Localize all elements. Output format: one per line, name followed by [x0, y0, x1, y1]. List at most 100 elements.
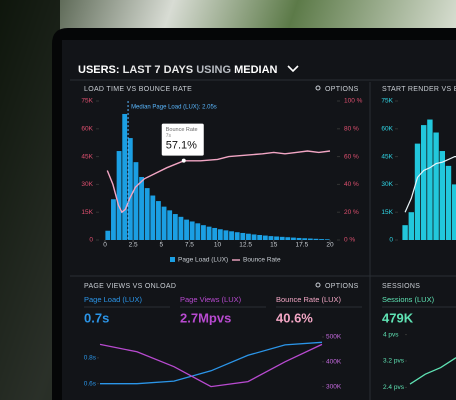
title-part: LAST 7 DAYS: [123, 64, 194, 76]
title-part: MEDIAN: [234, 64, 277, 76]
metric-value: 2.7Mpvs: [180, 310, 231, 325]
title-part: USING: [196, 64, 231, 76]
options-icon[interactable]: [315, 282, 321, 288]
dropdown-chevron[interactable]: [287, 65, 299, 73]
y-tick-label: 0.6s: [84, 380, 97, 387]
metric-label: Sessions (LUX): [382, 295, 435, 304]
metric-value: 40.6%: [276, 310, 313, 325]
bar: [408, 212, 414, 240]
x-tick-label: 20: [326, 242, 334, 249]
panel-title: START RENDER VS BO: [382, 86, 456, 93]
histogram-bar: [229, 231, 234, 240]
histogram-bar: [105, 230, 111, 240]
tooltip-x: 7s: [166, 133, 172, 139]
y-tick-label: 0: [89, 237, 93, 244]
y-tick-label: 75K: [81, 98, 93, 105]
y2-tick-label: 0 %: [344, 237, 355, 244]
histogram-bar: [189, 221, 195, 240]
histogram-bar: [161, 206, 167, 240]
histogram-bar: [201, 225, 206, 240]
y2-tick-label: 400K: [326, 358, 342, 365]
x-tick-label: 10: [214, 242, 222, 249]
metric-label: Page Load (LUX): [84, 295, 142, 304]
y-tick-label: 30K: [381, 181, 393, 188]
bar: [452, 184, 456, 240]
histogram-bar: [240, 232, 246, 240]
metric-label: Page Views (LUX): [180, 295, 242, 304]
histogram-bar: [178, 216, 184, 240]
x-tick-label: 15: [270, 242, 278, 249]
median-label: Median Page Load (LUX): 2.05s: [131, 105, 217, 111]
x-tick-label: 5: [159, 242, 163, 249]
y-tick-label: 75K: [381, 98, 393, 105]
y-tick-label: 15K: [381, 209, 393, 216]
metric-label: Bounce Rate (LUX): [276, 295, 342, 304]
bar: [445, 165, 452, 240]
histogram-bar: [324, 239, 330, 240]
y-tick-label: 4 pvs: [383, 331, 399, 338]
options-label[interactable]: OPTIONS: [325, 86, 359, 93]
options-icon[interactable]: [315, 85, 321, 91]
y-tick-label: 0.8s: [84, 355, 97, 362]
x-tick-label: 7.5: [185, 242, 194, 249]
histogram-bar: [195, 223, 201, 240]
y2-tick-label: 500K: [326, 334, 342, 341]
background-shadow: [0, 0, 60, 400]
histogram-bar: [251, 234, 257, 240]
bar: [402, 225, 408, 240]
histogram-bar: [127, 138, 133, 240]
histogram-bar: [307, 238, 313, 240]
histogram-bar: [167, 210, 173, 240]
histogram-bar: [150, 195, 156, 240]
histogram-bar: [133, 162, 139, 240]
legend-label: Bounce Rate: [243, 257, 281, 264]
histogram-bar: [262, 235, 268, 240]
histogram-bar: [212, 227, 218, 240]
histogram-bar: [111, 199, 116, 240]
tooltip: [161, 123, 204, 156]
histogram-bar: [139, 176, 144, 240]
panel-title: SESSIONS: [382, 283, 420, 290]
y-tick-label: 0: [389, 237, 393, 244]
histogram-bar: [184, 219, 189, 240]
histogram-bar: [296, 237, 302, 240]
dashboard: [62, 40, 456, 400]
options-label[interactable]: OPTIONS: [325, 283, 359, 290]
histogram-bar: [285, 237, 291, 240]
bar: [427, 119, 433, 240]
bar: [433, 132, 439, 240]
bar: [414, 143, 421, 240]
y2-tick-label: 20 %: [344, 209, 359, 216]
bounce-rate-line: [106, 150, 331, 214]
y-tick-label: 30K: [81, 181, 93, 188]
panel-title: PAGE VIEWS VS ONLOAD: [84, 283, 176, 290]
metric-value: 479K: [382, 310, 414, 325]
histogram-bar: [156, 201, 161, 240]
y-tick-label: 45K: [381, 153, 393, 160]
y-tick-label: 60K: [81, 126, 93, 133]
line: [404, 156, 456, 213]
histogram-bar: [291, 237, 296, 240]
y-tick-label: 2.4 pvs: [383, 384, 405, 391]
histogram-bar: [274, 236, 279, 240]
line: [409, 357, 456, 385]
metric-value: 0.7s: [84, 310, 109, 325]
histogram-bar: [268, 236, 274, 240]
histogram-bar: [223, 230, 229, 240]
legend-swatch: [170, 257, 175, 262]
histogram-bar: [279, 236, 285, 240]
tooltip-title: Bounce Rate: [166, 127, 198, 133]
y2-tick-label: 80 %: [344, 126, 359, 133]
histogram-bar: [206, 226, 212, 240]
y-tick-label: 15K: [81, 209, 93, 216]
panel-title: LOAD TIME VS BOUNCE RATE: [84, 86, 192, 93]
legend-label: Page Load (LUX): [178, 257, 228, 264]
y-tick-label: 3.2 pvs: [383, 358, 405, 365]
y2-tick-label: 60 %: [344, 153, 359, 160]
histogram-bar: [234, 232, 240, 240]
histogram-bar: [319, 239, 324, 240]
x-tick-label: 12.5: [239, 242, 252, 249]
histogram-bar: [246, 233, 251, 240]
